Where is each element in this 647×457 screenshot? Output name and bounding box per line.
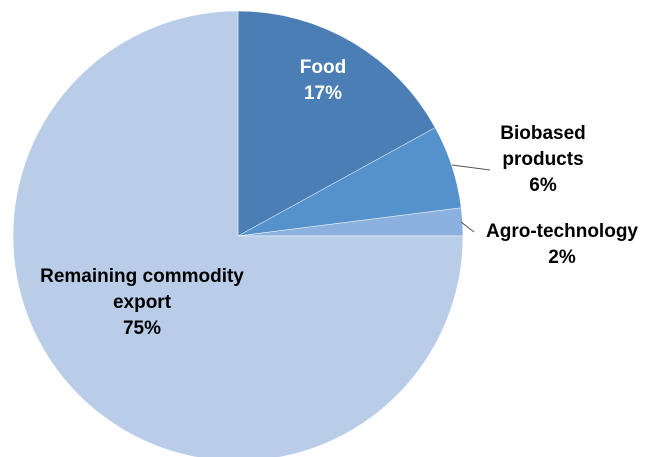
label-remaining-commodity-export: Remaining commodity export 75% <box>40 266 244 339</box>
leader-lines-layer <box>451 164 491 233</box>
label-percent-remaining-commodity-export: 75% <box>123 318 161 339</box>
label-percent-agro-technology: 2% <box>548 247 576 268</box>
labels-layer: Food 17% Biobased products 6% Agro-technology… <box>40 57 638 339</box>
label-text-biobased-products: products <box>502 149 583 170</box>
slice-remaining-commodity-export <box>12 10 464 457</box>
label-agro-technology: Agro-technology 2% <box>486 221 638 268</box>
label-biobased-products: Biobased products 6% <box>500 123 586 196</box>
label-text-biobased-products: Biobased <box>500 123 586 144</box>
slices-layer <box>12 10 464 457</box>
label-text-agro-technology: Agro-technology <box>486 221 638 242</box>
label-text-remaining-commodity-export: export <box>113 292 172 313</box>
slice-food <box>237 10 436 237</box>
leader-line-biobased-products <box>451 164 491 171</box>
label-text-food: Food <box>300 57 346 78</box>
leader-line-agro-technology <box>460 221 475 233</box>
label-text-remaining-commodity-export: Remaining commodity <box>40 266 244 287</box>
label-percent-food: 17% <box>304 83 342 104</box>
label-food: Food 17% <box>300 57 346 104</box>
label-percent-biobased-products: 6% <box>529 175 557 196</box>
